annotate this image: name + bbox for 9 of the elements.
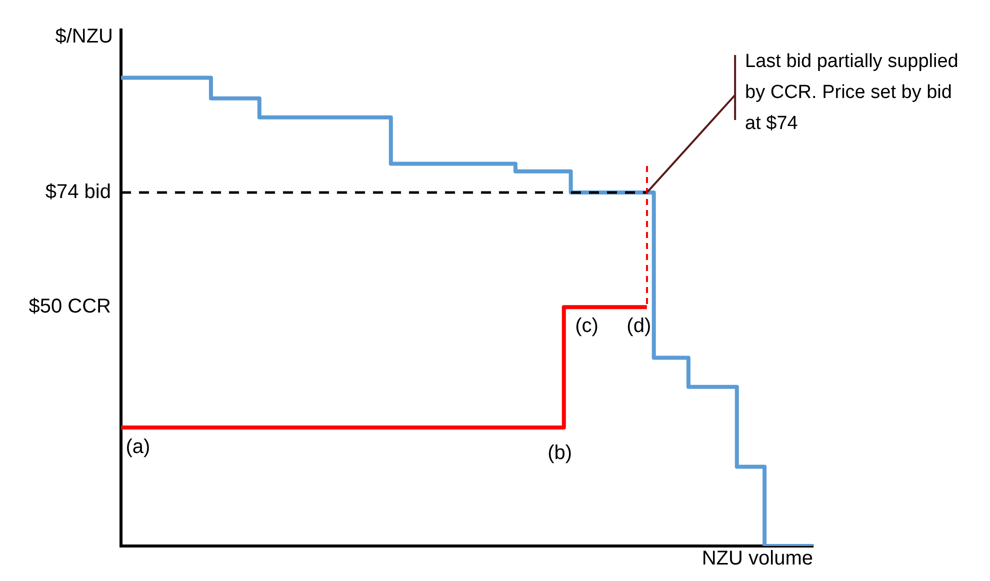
annotation: (a) [126, 436, 150, 458]
annotation: (b) [548, 442, 572, 464]
y-tick-label: $74 bid [45, 180, 111, 203]
y-tick-label: $50 CCR [28, 296, 111, 318]
annotation: (c) [575, 315, 598, 338]
x-axis-title: NZU volume [702, 548, 813, 570]
annotation: (d) [626, 315, 652, 338]
annotation: Last bid partially supplied by CCR. Price set by bid at $74 [745, 50, 960, 136]
y-axis-title: $/NZU [55, 26, 113, 48]
